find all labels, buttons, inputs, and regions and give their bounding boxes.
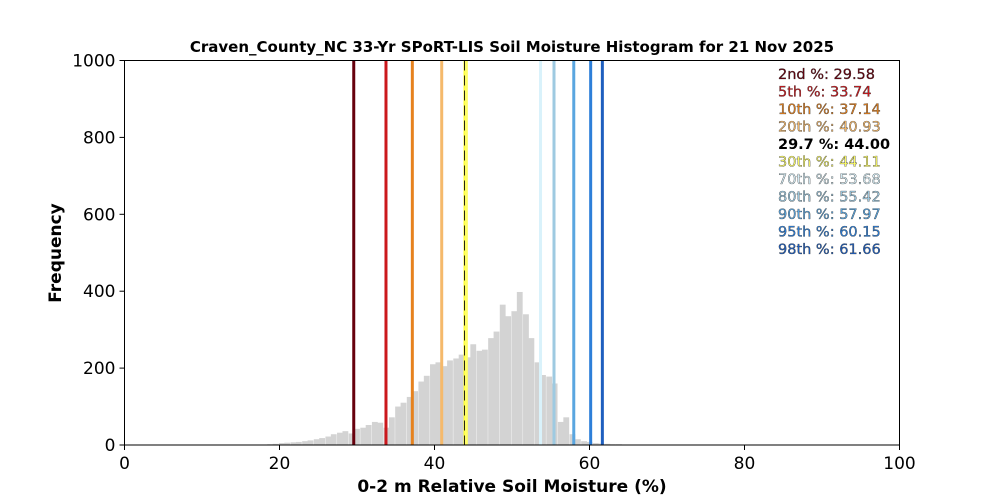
histogram-bar: [418, 381, 425, 445]
percentile-label: 5th %: 33.74: [778, 85, 872, 101]
histogram-bar: [458, 354, 465, 445]
x-tick-label: 60: [579, 454, 601, 474]
plot-frame: [124, 60, 900, 446]
percentile-label: 2nd %: 29.58: [778, 67, 875, 83]
histogram-bar: [342, 431, 349, 445]
percentile-label: 20th %: 40.93: [778, 120, 881, 136]
x-tick-label: 80: [734, 454, 756, 474]
percentile-lines: [352, 60, 604, 445]
histogram-bar: [435, 362, 442, 445]
histogram-bar: [313, 439, 320, 445]
histogram-bar: [470, 344, 477, 445]
histogram-bar: [546, 376, 553, 445]
histogram-bar: [348, 433, 355, 445]
histogram-bar: [302, 441, 308, 445]
percentile-label: 30th %: 44.11: [778, 155, 881, 171]
y-axis-ticks: 0 200 400 600 800 1000: [72, 52, 125, 456]
histogram-bar: [284, 442, 291, 445]
histogram-bar: [493, 331, 500, 445]
histogram-bar: [307, 440, 314, 445]
histogram-bar: [371, 421, 378, 445]
histogram-bar: [400, 402, 407, 445]
x-tick-label: 20: [269, 454, 291, 474]
histogram-bar: [534, 362, 541, 445]
histogram-bar: [481, 349, 488, 445]
y-axis-label: Frequency: [46, 203, 66, 303]
histogram-bar: [563, 417, 570, 445]
y-tick-label: 200: [83, 359, 115, 379]
histogram-bar: [319, 438, 326, 445]
histogram-bar: [272, 443, 279, 445]
y-tick-label: 0: [105, 436, 116, 456]
histogram-bar: [592, 443, 599, 445]
histogram-bar: [499, 304, 506, 445]
histogram-bar: [337, 432, 343, 445]
histogram-bar: [453, 358, 460, 445]
histogram-bar: [290, 442, 297, 445]
percentile-label: 98th %: 61.66: [778, 242, 881, 258]
histogram-bar: [523, 314, 529, 445]
histogram-bar: [476, 350, 483, 445]
y-tick-label: 600: [83, 205, 115, 225]
histogram-bar: [388, 417, 395, 445]
histogram-bar: [528, 338, 535, 445]
histogram-bar: [295, 441, 302, 445]
current-value-label: 29.7 %: 44.00: [778, 137, 890, 153]
histogram-bar: [354, 428, 360, 445]
percentile-label: 80th %: 55.42: [778, 190, 881, 206]
x-axis-ticks: 0 20 40 60 80 100: [119, 445, 916, 474]
x-tick-label: 40: [424, 454, 446, 474]
histogram-bar: [278, 443, 285, 445]
y-tick-label: 1000: [72, 52, 115, 72]
chart-title: Craven_County_NC 33-Yr SPoRT-LIS Soil Mo…: [190, 38, 834, 56]
histogram-bar: [406, 396, 413, 445]
y-tick-label: 400: [83, 282, 115, 302]
histogram-bars: [261, 291, 669, 445]
histogram-bar: [330, 434, 337, 445]
histogram-bar: [447, 360, 453, 445]
x-axis-label: 0-2 m Relative Soil Moisture (%): [357, 477, 666, 497]
histogram-bar: [395, 406, 401, 445]
histogram-bar: [488, 338, 494, 445]
histogram-bar: [557, 421, 564, 445]
histogram-bar: [423, 375, 430, 445]
histogram-bar: [581, 441, 587, 445]
percentile-label: 90th %: 57.97: [778, 207, 881, 223]
histogram-bar: [540, 375, 546, 445]
percentile-label: 95th %: 60.15: [778, 225, 881, 241]
y-tick-label: 800: [83, 128, 115, 148]
histogram-bar: [412, 391, 419, 445]
percentile-label: 70th %: 53.68: [778, 172, 881, 188]
histogram-bar: [365, 425, 372, 445]
histogram-bar: [516, 291, 523, 445]
histogram-bar: [574, 439, 581, 445]
histogram-bar: [505, 316, 512, 445]
x-tick-label: 0: [119, 454, 130, 474]
histogram-bar: [441, 366, 448, 445]
histogram-bar: [604, 443, 611, 445]
percentile-label: 10th %: 37.14: [778, 102, 881, 118]
histogram-bar: [325, 436, 332, 445]
histogram-bar: [511, 311, 518, 445]
histogram-bar: [430, 364, 436, 445]
x-tick-label: 100: [883, 454, 915, 474]
histogram-bar: [360, 427, 367, 445]
histogram-bar: [377, 422, 384, 445]
